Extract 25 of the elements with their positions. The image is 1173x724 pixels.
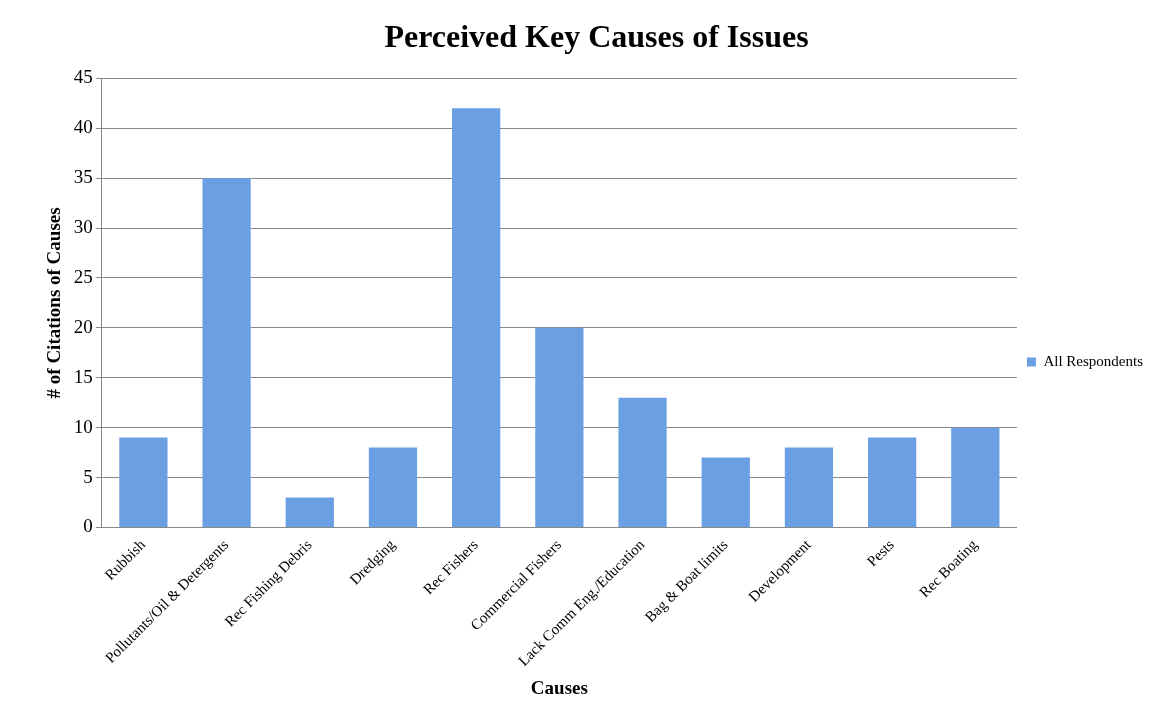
- x-axis-title: Causes: [530, 676, 588, 698]
- bar: [202, 178, 251, 527]
- bar: [285, 497, 334, 527]
- y-tick-label: 20: [73, 315, 93, 337]
- y-tick-label: 10: [73, 415, 93, 437]
- y-tick-label: 0: [83, 515, 93, 537]
- y-tick-label: 45: [73, 66, 93, 88]
- bar: [119, 437, 168, 527]
- y-tick-label: 25: [73, 265, 93, 287]
- bar: [868, 437, 917, 527]
- bar: [452, 108, 501, 527]
- bar: [951, 427, 1000, 527]
- bar: [535, 327, 584, 527]
- y-axis-title: # of Citations of Causes: [43, 207, 65, 399]
- bar: [618, 397, 667, 527]
- y-tick-label: 35: [73, 166, 93, 188]
- y-tick-label: 40: [73, 116, 93, 138]
- y-tick-label: 5: [83, 465, 93, 487]
- bar: [368, 447, 418, 527]
- bar: [784, 447, 834, 527]
- y-tick-label: 15: [73, 365, 93, 387]
- chart-title: Perceived Key Causes of Issues: [384, 18, 809, 55]
- legend-label: All Respondents: [1043, 352, 1144, 369]
- bar: [701, 457, 750, 527]
- y-tick-label: 30: [73, 216, 93, 238]
